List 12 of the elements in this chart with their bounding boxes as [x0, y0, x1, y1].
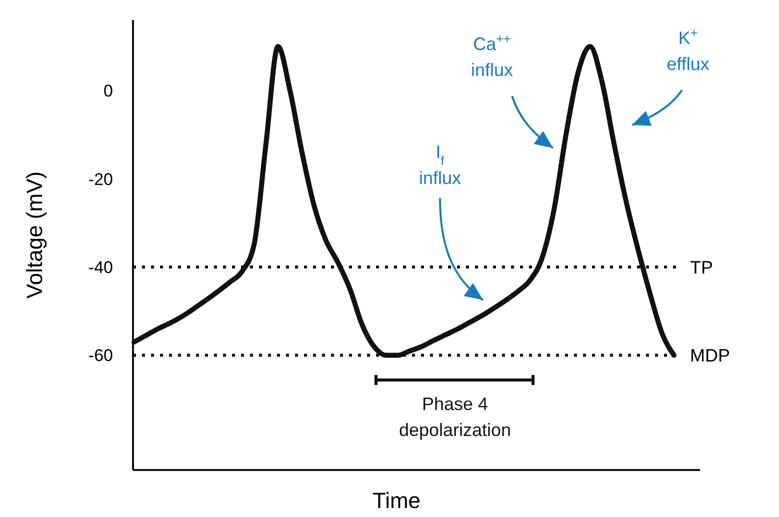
y-axis-title: Voltage (mV) — [22, 171, 47, 299]
y-tick-label: -60 — [88, 346, 113, 366]
annotation: I$_{f}$ influx — [418, 142, 462, 188]
annotation: Ca$^{++}$ influx — [470, 32, 514, 80]
annotation: Phase 4 depolarization — [398, 394, 512, 440]
ref-line-label: MDP — [690, 346, 730, 366]
y-tick-label: 0 — [104, 82, 113, 101]
annotation: K$^{+}$ efflux — [666, 26, 710, 74]
ref-line-label: TP — [690, 257, 714, 278]
y-tick-label: -20 — [88, 170, 113, 189]
x-axis-title: Time — [372, 488, 421, 513]
y-tick-label: -40 — [88, 258, 113, 278]
